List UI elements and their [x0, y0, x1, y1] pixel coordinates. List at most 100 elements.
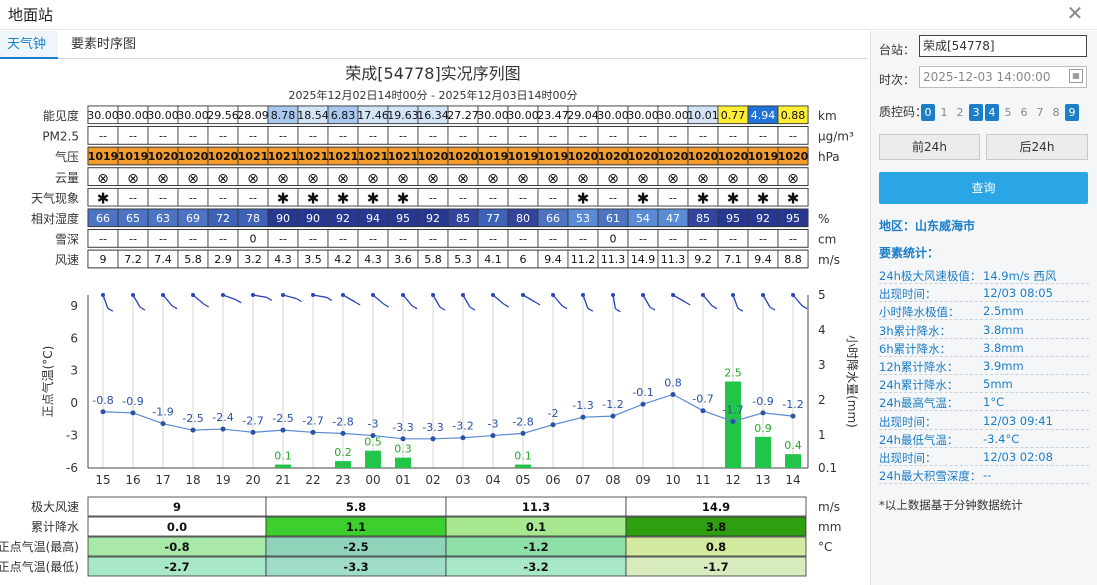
table-cell-value: -- — [669, 233, 677, 246]
wind-barb-flag — [266, 296, 273, 301]
table-cell-value: ⊗ — [97, 171, 109, 187]
next-24h-button[interactable]: 后24h — [986, 134, 1088, 160]
tab-bar: 天气钟 要素时序图 — [0, 31, 868, 59]
temperature-label: -2 — [548, 407, 559, 420]
table-cell-value: 1020 — [568, 150, 599, 163]
stat-row: 12h累计降水： 3.9mm — [879, 357, 1089, 375]
table-cell-value: -- — [129, 130, 137, 143]
qc-code-5[interactable]: 5 — [1004, 106, 1012, 119]
stat-key: 小时降水极值： — [879, 305, 960, 320]
qc-code-1[interactable]: 1 — [940, 106, 948, 119]
x-tick-label: 18 — [185, 473, 200, 487]
table-cell-value: 9.4 — [754, 253, 772, 266]
row-unit: hPa — [818, 150, 840, 164]
temperature-label: -2.5 — [182, 412, 203, 425]
tab-weather-clock[interactable]: 天气钟 — [0, 31, 58, 59]
y2-tick-label: 3 — [818, 358, 826, 372]
table-cell-value: 1021 — [268, 150, 299, 163]
row-unit: % — [818, 212, 829, 226]
table-cell-value: ⊗ — [217, 171, 229, 187]
temperature-point — [550, 422, 556, 428]
close-icon[interactable]: ✕ — [1066, 1, 1084, 25]
tab-element-timeseries[interactable]: 要素时序图 — [71, 37, 137, 52]
wind-barb-flag — [801, 305, 808, 310]
table-cell-value: ⊗ — [607, 171, 619, 187]
table-cell-value: ⊗ — [427, 171, 439, 187]
row-label: 能见度 — [43, 108, 79, 123]
table-cell-value: -- — [399, 130, 407, 143]
summary-cell-value: 11.3 — [522, 500, 550, 514]
station-input[interactable]: 荣成[54778] — [919, 35, 1087, 57]
temperature-point — [130, 410, 136, 416]
summary-cell — [625, 536, 807, 557]
table-cell-value: 95 — [786, 212, 800, 225]
temperature-point — [430, 436, 436, 442]
table-cell-value: 23.47 — [537, 109, 569, 122]
window-titlebar: 地面站 ✕ — [0, 0, 1097, 30]
table-cell-value: 69 — [186, 212, 200, 225]
calendar-icon[interactable]: ▦ — [1069, 69, 1083, 83]
qc-code-3[interactable]: 3 — [969, 104, 983, 121]
summary-cell-value: -3.3 — [343, 560, 368, 574]
table-cell-value: -- — [459, 191, 467, 204]
table-cell-value: ✱ — [97, 189, 110, 207]
temperature-point — [310, 429, 316, 435]
row-unit: km — [818, 109, 837, 123]
table-cell-value: 29.04 — [567, 109, 599, 122]
time-input[interactable]: 2025-12-03 14:00:00 ▦ — [919, 66, 1087, 88]
table-cell-value: 17.46 — [357, 109, 389, 122]
summary-cell-value: 5.8 — [346, 500, 366, 514]
wind-barb-flag — [684, 301, 691, 306]
table-cell-value: 1020 — [208, 150, 239, 163]
qc-code-6[interactable]: 6 — [1020, 106, 1028, 119]
qc-code-8[interactable]: 8 — [1052, 106, 1060, 119]
qc-code-2[interactable]: 2 — [956, 106, 964, 119]
wind-barb-flag — [203, 303, 210, 308]
table-cell-value: 30.00 — [597, 109, 629, 122]
station-label: 台站： — [879, 43, 916, 57]
table-cell-value: 54 — [636, 212, 650, 225]
x-tick-label: 03 — [455, 473, 470, 487]
table-cell-value: ⊗ — [577, 171, 589, 187]
table-cell-value: ⊗ — [787, 171, 799, 187]
y2-tick-label: 0.1 — [818, 461, 837, 475]
temperature-point — [760, 410, 766, 416]
temperature-point — [730, 419, 736, 425]
table-cell — [777, 249, 809, 269]
table-cell-value: 0 — [610, 233, 617, 246]
table-cell-value: 1020 — [778, 150, 809, 163]
stat-value: 5mm — [983, 377, 1013, 392]
qc-code-0[interactable]: 0 — [921, 104, 935, 121]
row-unit: cm — [818, 233, 836, 247]
table-cell-value: -- — [609, 191, 617, 204]
qc-code-9[interactable]: 9 — [1065, 104, 1079, 121]
table-cell-value: 4.94 — [751, 109, 776, 122]
query-button[interactable]: 查询 — [879, 172, 1088, 204]
x-tick-label: 04 — [485, 473, 500, 487]
y-tick-label: 3 — [70, 364, 78, 378]
temperature-label: -2.7 — [302, 414, 323, 427]
table-cell-value: -- — [309, 233, 317, 246]
table-cell-value: -- — [459, 233, 467, 246]
x-tick-label: 15 — [95, 473, 110, 487]
table-cell-value: ⊗ — [667, 171, 679, 187]
x-tick-label: 09 — [635, 473, 650, 487]
temperature-point — [790, 413, 796, 419]
wind-barb-shaft — [732, 294, 739, 309]
y-tick-label: 9 — [70, 299, 78, 313]
qc-code-4[interactable]: 4 — [985, 104, 999, 121]
precip-bar — [335, 461, 351, 468]
table-cell-value: ⊗ — [637, 171, 649, 187]
wind-barb-flag — [107, 307, 114, 312]
wind-barb-shaft — [642, 294, 651, 308]
table-cell-value: 4.3 — [274, 253, 292, 266]
wind-barb-shaft — [102, 294, 109, 309]
summary-cell-value: 9 — [173, 500, 181, 514]
y-tick-label: 6 — [70, 331, 78, 345]
chart-subtitle: 2025年12月02日14时00分 - 2025年12月03日14时00分 — [289, 88, 578, 102]
qc-code-7[interactable]: 7 — [1036, 106, 1044, 119]
wind-barb-flag — [411, 305, 418, 310]
prev-24h-button[interactable]: 前24h — [879, 134, 980, 160]
table-cell-value: 6.83 — [331, 109, 356, 122]
wind-barb-flag — [615, 308, 621, 313]
